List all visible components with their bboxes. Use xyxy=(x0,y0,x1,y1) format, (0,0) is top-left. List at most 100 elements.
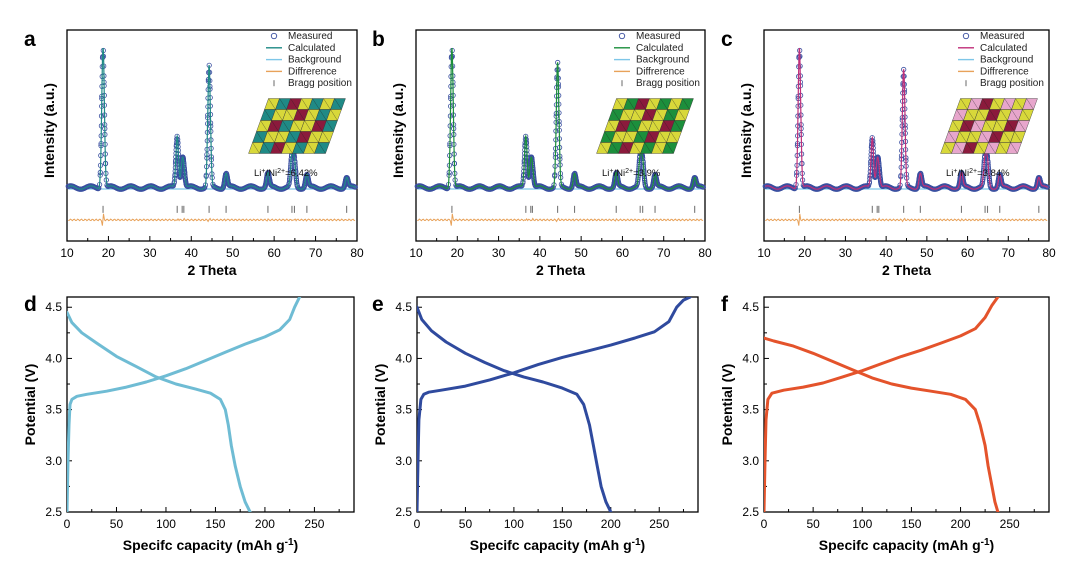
crystal-edge xyxy=(615,131,623,143)
y-tick-label: 4.0 xyxy=(45,351,62,365)
crystal-edge xyxy=(326,120,334,132)
y-tick-label: 2.5 xyxy=(45,505,62,519)
crystal-edge xyxy=(293,120,301,132)
panel-a: 10 20 30 40 50 60 70 80 2 Theta Intensity (a.u.) a… xyxy=(24,28,364,278)
x-axis-label: 2 Theta xyxy=(536,262,585,278)
crystal-edge xyxy=(996,120,1004,132)
crystal-edge xyxy=(256,131,264,143)
x-tick-label: 50 xyxy=(226,246,240,260)
x-axis-label-sup: -1 xyxy=(632,537,641,548)
x-tick-label: 150 xyxy=(901,517,921,531)
x-tick-label: 80 xyxy=(350,246,364,260)
crystal-edge xyxy=(982,98,990,110)
x-tick-label: 0 xyxy=(761,517,768,531)
crystal-edge xyxy=(282,120,290,132)
charge-curve xyxy=(67,297,302,512)
crystal-structure-inset xyxy=(596,98,694,154)
crystal-edge xyxy=(275,109,283,121)
bragg-series xyxy=(798,205,1040,213)
measured-point xyxy=(896,185,902,191)
y-tick-label: 4.5 xyxy=(45,300,62,314)
crystal-edge xyxy=(1003,131,1011,143)
legend-label: Diffrerence xyxy=(980,66,1029,77)
crystal-edge xyxy=(971,98,979,110)
crystal-edge xyxy=(663,120,671,132)
panel-letter: d xyxy=(24,293,37,316)
x-tick-label: 50 xyxy=(806,517,820,531)
crystal-edge xyxy=(623,109,631,121)
legend-label: Background xyxy=(636,55,689,66)
cation-mixing-label: Li+/Ni2+=3.84% xyxy=(946,168,1010,180)
crystal-edge xyxy=(271,120,279,132)
ann-sup: 2+ xyxy=(625,168,633,175)
legend: MeasuredCalculatedBackgroundDiffrerenceB… xyxy=(958,31,1044,89)
ann-part: /Ni xyxy=(266,168,278,179)
ann-sup: + xyxy=(953,168,957,175)
crystal-edge xyxy=(319,109,327,121)
crystal-edge xyxy=(1018,120,1026,132)
crystal-edge xyxy=(678,109,686,121)
crystal-edge xyxy=(267,131,275,143)
ann-sup: + xyxy=(609,168,613,175)
crystal-edge xyxy=(667,109,675,121)
legend-label: Calculated xyxy=(636,43,683,54)
crystal-edge xyxy=(330,109,338,121)
crystal-edge xyxy=(682,98,690,110)
crystal-edge xyxy=(308,109,316,121)
measured-point xyxy=(550,185,556,191)
crystal-edge xyxy=(1022,109,1030,121)
crystal-edge xyxy=(304,120,312,132)
crystal-edge xyxy=(626,131,634,143)
crystal-edge xyxy=(1015,98,1023,110)
y-axis-label: Potential (V) xyxy=(22,364,38,446)
x-tick-label: 100 xyxy=(852,517,872,531)
x-axis-label-text: Specifc capacity (mAh g xyxy=(123,537,285,553)
crystal-edge xyxy=(999,142,1007,154)
crystal-edge xyxy=(252,142,260,154)
cation-mixing-label: Li+/Ni2+=6.42% xyxy=(254,168,318,180)
crystal-edge xyxy=(1026,98,1034,110)
crystal-edge xyxy=(652,120,660,132)
crystal-edge xyxy=(600,142,608,154)
crystal-edge xyxy=(290,98,298,110)
y-tick-label: 4.5 xyxy=(742,300,759,314)
x-tick-label: 30 xyxy=(839,246,853,260)
x-tick-label: 70 xyxy=(309,246,323,260)
ann-part: Li xyxy=(946,168,953,179)
y-tick-label: 3.0 xyxy=(45,454,62,468)
ann-part: Li xyxy=(254,168,261,179)
x-tick-label: 30 xyxy=(143,246,157,260)
x-tick-label: 60 xyxy=(616,246,630,260)
crystal-edge xyxy=(301,98,309,110)
y-tick-label: 2.5 xyxy=(395,505,412,519)
x-tick-label: 20 xyxy=(451,246,465,260)
crystal-edge xyxy=(279,98,287,110)
measured-point xyxy=(344,175,350,181)
crystal-edge xyxy=(1011,109,1019,121)
x-tick-label: 250 xyxy=(304,517,324,531)
x-tick-label: 50 xyxy=(459,517,473,531)
ann-part: /Ni xyxy=(958,168,970,179)
crystal-edge xyxy=(260,120,268,132)
crystal-edge xyxy=(604,131,612,143)
x-tick-label: 200 xyxy=(951,517,971,531)
crystal-edge xyxy=(630,120,638,132)
crystal-edge xyxy=(296,142,304,154)
crystal-edge xyxy=(616,98,624,110)
crystal-edge xyxy=(638,98,646,110)
x-tick-label: 150 xyxy=(552,517,572,531)
crystal-edge xyxy=(318,142,326,154)
crystal-edge xyxy=(978,109,986,121)
x-tick-label: 40 xyxy=(185,246,199,260)
crystal-edge xyxy=(297,109,305,121)
x-tick-label: 50 xyxy=(110,517,124,531)
ann-sup: + xyxy=(261,168,265,175)
y-axis-label: Intensity (a.u.) xyxy=(41,83,57,178)
discharge-curve xyxy=(764,336,1000,512)
crystal-edge xyxy=(981,131,989,143)
x-tick-label: 10 xyxy=(757,246,771,260)
crystal-edge xyxy=(263,142,271,154)
y-tick-label: 3.5 xyxy=(45,403,62,417)
x-tick-label: 20 xyxy=(798,246,812,260)
